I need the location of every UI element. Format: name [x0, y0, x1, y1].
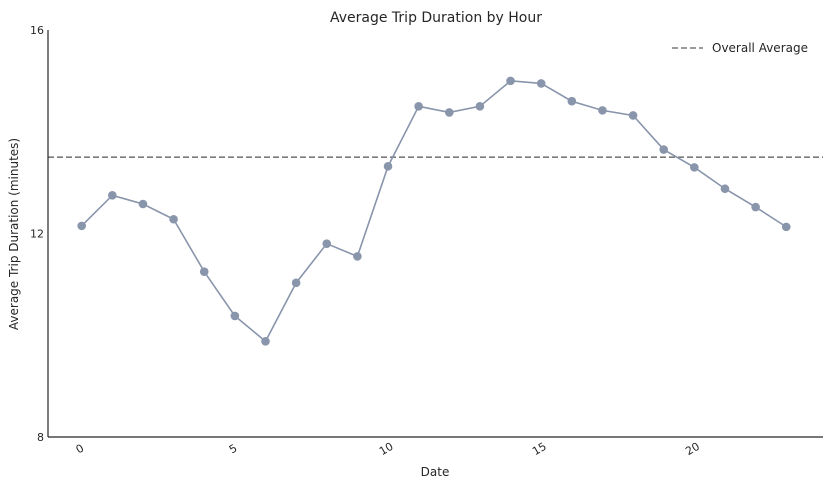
data-point: [322, 239, 332, 248]
y-tick-label: 16: [30, 24, 44, 37]
data-point: [751, 202, 760, 212]
x-axis-ticks: 0 5 10 15 20: [74, 440, 702, 458]
x-tick-label: 5: [227, 442, 240, 457]
chart-title: Average Trip Duration by Hour: [330, 10, 542, 26]
legend: Overall Average: [672, 41, 808, 55]
legend-label-overall-average: Overall Average: [712, 41, 808, 55]
data-point: [444, 108, 454, 117]
x-tick-label: 0: [74, 442, 87, 457]
data-point: [414, 102, 423, 111]
data-point: [690, 163, 699, 172]
data-point: [108, 191, 117, 200]
data-point: [230, 311, 240, 321]
data-point: [506, 76, 515, 86]
data-point: [720, 184, 730, 194]
data-point: [138, 199, 148, 209]
data-point: [353, 252, 362, 261]
x-axis-label: Date: [421, 465, 450, 479]
series-line: [81, 80, 787, 343]
data-point: [567, 96, 577, 106]
data-point: [659, 145, 669, 154]
y-axis-label: Average Trip Duration (minutes): [7, 138, 21, 330]
data-point: [781, 222, 791, 232]
data-point: [77, 221, 86, 231]
data-point: [383, 162, 393, 171]
data-point: [261, 337, 270, 346]
data-point: [628, 111, 638, 120]
y-tick-label: 12: [30, 228, 44, 241]
data-point: [291, 278, 301, 288]
x-tick-label: 10: [377, 440, 396, 458]
data-point: [199, 267, 209, 276]
data-point: [536, 79, 546, 88]
x-tick-label: 20: [683, 440, 702, 458]
y-axis-ticks: 8 12 16: [30, 24, 44, 444]
data-point: [475, 102, 485, 111]
x-tick-label: 15: [530, 440, 549, 458]
y-tick-label: 8: [37, 431, 44, 444]
data-series: [77, 76, 791, 346]
data-point: [598, 106, 607, 115]
data-point: [169, 214, 178, 224]
